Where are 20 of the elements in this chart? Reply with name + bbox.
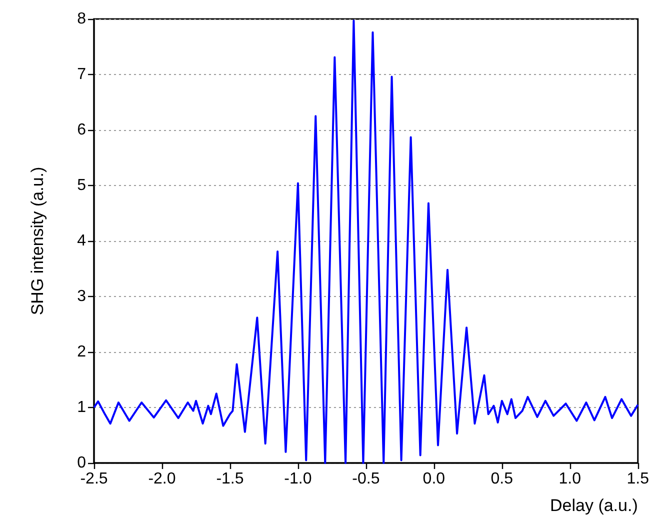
x-tick-label: -2.0 (148, 470, 176, 488)
y-tick-label: 1 (77, 399, 86, 416)
y-tick-label: 4 (77, 232, 86, 250)
x-tick-label: 1.5 (626, 470, 650, 488)
y-tick-label: 2 (77, 344, 86, 360)
y-axis-title: SHG intensity (a.u.) (28, 166, 47, 316)
y-tick-label: 0 (77, 454, 86, 472)
x-axis-title: Delay (a.u.) (550, 496, 638, 515)
y-tick-label: 7 (77, 66, 86, 83)
x-tick-label: -1.0 (284, 470, 312, 488)
x-tick-label: 0.0 (422, 470, 446, 488)
y-tick-label: 5 (77, 177, 86, 194)
y-tick-label: 3 (77, 288, 86, 305)
y-tick-label: 8 (77, 10, 86, 28)
x-tick-label: -1.5 (216, 470, 244, 488)
x-tick-label: 1.0 (558, 470, 582, 488)
x-tick-label: -0.5 (352, 470, 380, 488)
y-tick-label: 6 (77, 122, 86, 138)
x-tick-label: -2.5 (80, 470, 108, 488)
x-tick-label: 0.5 (490, 470, 514, 488)
